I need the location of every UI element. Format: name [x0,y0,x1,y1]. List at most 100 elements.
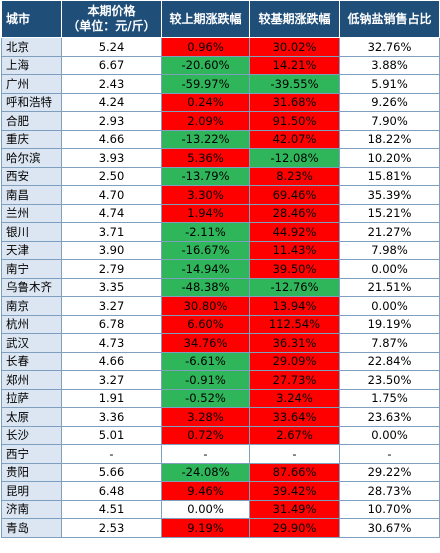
share-cell: 10.20% [339,148,440,168]
table-row: 天津 3.90 -16.67% 11.43% 7.98% [1,240,440,260]
yoy-cell: 36.31% [249,333,340,353]
price-cell: 2.79 [61,259,162,279]
table-row: 拉萨 1.91 -0.52% 3.24% 1.75% [1,388,440,408]
price-cell: 5.66 [61,462,162,482]
share-cell: 3.88% [339,55,440,75]
mom-cell: -2.11% [161,222,250,242]
mom-cell: 0.72% [161,425,250,445]
city-cell: 昆明 [1,481,62,501]
price-cell: 5.24 [61,37,162,57]
yoy-cell: 31.49% [249,499,340,519]
mom-cell: -6.61% [161,351,250,371]
table-header: 城市 本期价格 （单位：元/斤） 较上期涨跌幅 较基期涨跌幅 低钠盐销售占比 [1,0,440,38]
share-cell: 28.73% [339,481,440,501]
price-cell: 2.43 [61,74,162,94]
yoy-cell: 11.43% [249,240,340,260]
mom-cell: 3.30% [161,185,250,205]
city-cell: 太原 [1,407,62,427]
yoy-cell: -12.08% [249,148,340,168]
table-body: 北京 5.24 0.96% 30.02% 32.76% 上海 6.67 -20.60% 14.2… [1,37,440,538]
mom-cell: -59.97% [161,74,250,94]
table-row: 兰州 4.74 1.94% 28.46% 15.21% [1,203,440,223]
share-cell: 18.22% [339,129,440,149]
city-cell: 兰州 [1,203,62,223]
mom-cell: - [161,444,250,464]
table-row: 北京 5.24 0.96% 30.02% 32.76% [1,37,440,57]
share-cell: 0.00% [339,425,440,445]
mom-cell: -48.38% [161,277,250,297]
mom-cell: -0.91% [161,370,250,390]
header-share: 低钠盐销售占比 [339,0,440,38]
price-cell: 2.50 [61,166,162,186]
table-row: 南宁 2.79 -14.94% 39.50% 0.00% [1,259,440,279]
table-row: 太原 3.36 3.28% 33.64% 23.63% [1,407,440,427]
table-row: 南昌 4.70 3.30% 69.46% 35.39% [1,185,440,205]
table-row: 郑州 3.27 -0.91% 27.73% 23.50% [1,370,440,390]
yoy-cell: 13.94% [249,296,340,316]
share-cell: 5.91% [339,74,440,94]
table-row: 青岛 2.53 9.19% 29.90% 30.67% [1,518,440,538]
price-cell: 3.35 [61,277,162,297]
yoy-cell: 27.73% [249,370,340,390]
yoy-cell: -12.76% [249,277,340,297]
city-cell: 银川 [1,222,62,242]
share-cell: 30.67% [339,518,440,538]
mom-cell: 0.24% [161,92,250,112]
city-cell: 呼和浩特 [1,92,62,112]
city-cell: 济南 [1,499,62,519]
share-cell: 7.87% [339,333,440,353]
price-table: 城市 本期价格 （单位：元/斤） 较上期涨跌幅 较基期涨跌幅 低钠盐销售占比 北… [1,0,440,538]
share-cell: 15.21% [339,203,440,223]
yoy-cell: - [249,444,340,464]
share-cell: 10.70% [339,499,440,519]
table-row: 乌鲁木齐 3.35 -48.38% -12.76% 21.51% [1,277,440,297]
share-cell: 32.76% [339,37,440,57]
share-cell: 21.27% [339,222,440,242]
yoy-cell: 2.67% [249,425,340,445]
yoy-cell: 28.46% [249,203,340,223]
city-cell: 长沙 [1,425,62,445]
share-cell: 1.75% [339,388,440,408]
share-cell: 22.84% [339,351,440,371]
city-cell: 杭州 [1,314,62,334]
header-row: 城市 本期价格 （单位：元/斤） 较上期涨跌幅 较基期涨跌幅 低钠盐销售占比 [1,0,440,38]
table-row: 哈尔滨 3.93 5.36% -12.08% 10.20% [1,148,440,168]
yoy-cell: 8.23% [249,166,340,186]
mom-cell: 5.36% [161,148,250,168]
mom-cell: 0.00% [161,499,250,519]
share-cell: 9.26% [339,92,440,112]
share-cell: 35.39% [339,185,440,205]
header-city: 城市 [1,0,62,38]
city-cell: 南昌 [1,185,62,205]
header-yoy: 较基期涨跌幅 [249,0,340,38]
price-cell: 2.93 [61,111,162,131]
mom-cell: 9.19% [161,518,250,538]
table-row: 西安 2.50 -13.79% 8.23% 15.81% [1,166,440,186]
yoy-cell: 39.42% [249,481,340,501]
city-cell: 天津 [1,240,62,260]
table-row: 长春 4.66 -6.61% 29.09% 22.84% [1,351,440,371]
share-cell: 21.51% [339,277,440,297]
table-row: 合肥 2.93 2.09% 91.50% 7.90% [1,111,440,131]
price-cell: 5.01 [61,425,162,445]
yoy-cell: 14.21% [249,55,340,75]
yoy-cell: 30.02% [249,37,340,57]
mom-cell: -0.52% [161,388,250,408]
table-row: 银川 3.71 -2.11% 44.92% 21.27% [1,222,440,242]
price-cell: 3.27 [61,370,162,390]
price-cell: 4.70 [61,185,162,205]
city-cell: 南宁 [1,259,62,279]
price-cell: 4.51 [61,499,162,519]
table-row: 南京 3.27 30.80% 13.94% 0.00% [1,296,440,316]
price-cell: 4.73 [61,333,162,353]
price-cell: 4.24 [61,92,162,112]
city-cell: 郑州 [1,370,62,390]
city-cell: 广州 [1,74,62,94]
price-cell: 6.78 [61,314,162,334]
city-cell: 哈尔滨 [1,148,62,168]
share-cell: 29.22% [339,462,440,482]
yoy-cell: 31.68% [249,92,340,112]
table-row: 武汉 4.73 34.76% 36.31% 7.87% [1,333,440,353]
yoy-cell: 3.24% [249,388,340,408]
mom-cell: 1.94% [161,203,250,223]
